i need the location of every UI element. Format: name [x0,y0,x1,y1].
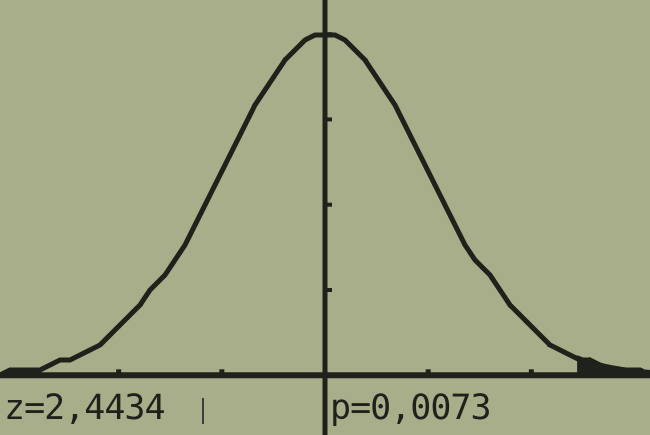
readout-divider [202,398,204,424]
normal-curve-line [0,32,650,378]
z-value-readout: z=2,4434 [4,388,166,428]
p-value-readout: p=0,0073 [330,388,492,428]
